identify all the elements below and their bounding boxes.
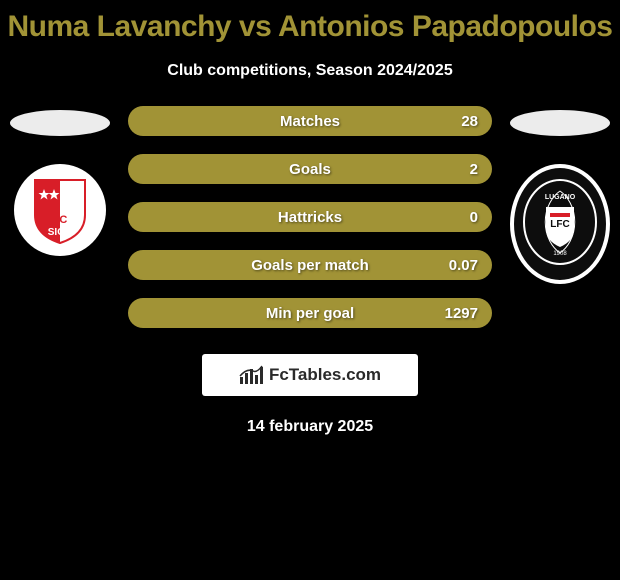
date-line: 14 february 2025	[0, 418, 620, 436]
stat-row-goals-per-match: Goals per match 0.07	[128, 250, 492, 280]
stat-row-matches: Matches 28	[128, 106, 492, 136]
svg-text:FC: FC	[53, 214, 68, 226]
stat-label: Hattricks	[278, 209, 342, 226]
bars-chart-icon	[239, 365, 263, 385]
fc-lugano-badge-icon: LUGANO LFC 1908	[520, 177, 600, 272]
player-right-column: LUGANO LFC 1908	[510, 110, 610, 284]
brand-attribution: FcTables.com	[202, 354, 418, 396]
subtitle: Club competitions, Season 2024/2025	[0, 62, 620, 80]
club-badge-left: FC SION	[14, 164, 106, 256]
svg-text:1908: 1908	[553, 251, 567, 257]
stats-column: Matches 28 Goals 2 Hattricks 0 Goals per…	[110, 106, 510, 328]
player-right-photo-placeholder	[510, 110, 610, 136]
svg-text:LFC: LFC	[550, 219, 569, 230]
comparison-card: Numa Lavanchy vs Antonios Papadopoulos C…	[0, 0, 620, 580]
stat-right-value: 28	[438, 113, 478, 130]
stat-label: Min per goal	[266, 305, 354, 322]
fc-sion-shield-icon: FC SION	[30, 175, 90, 245]
player-left-column: FC SION	[10, 110, 110, 256]
club-badge-right: LUGANO LFC 1908	[510, 164, 610, 284]
stat-right-value: 2	[438, 161, 478, 178]
main-row: FC SION Matches 28 Goals 2 Hattricks 0	[0, 110, 620, 328]
svg-text:LUGANO: LUGANO	[545, 194, 576, 201]
stat-row-goals: Goals 2	[128, 154, 492, 184]
stat-right-value: 0.07	[438, 257, 478, 274]
stat-right-value: 1297	[438, 305, 478, 322]
brand-text: FcTables.com	[269, 365, 381, 385]
stat-label: Goals per match	[251, 257, 369, 274]
page-title: Numa Lavanchy vs Antonios Papadopoulos	[0, 0, 620, 44]
stat-label: Matches	[280, 113, 340, 130]
svg-text:SION: SION	[48, 227, 72, 238]
stat-label: Goals	[289, 161, 331, 178]
stat-right-value: 0	[438, 209, 478, 226]
player-left-photo-placeholder	[10, 110, 110, 136]
stat-row-min-per-goal: Min per goal 1297	[128, 298, 492, 328]
stat-row-hattricks: Hattricks 0	[128, 202, 492, 232]
